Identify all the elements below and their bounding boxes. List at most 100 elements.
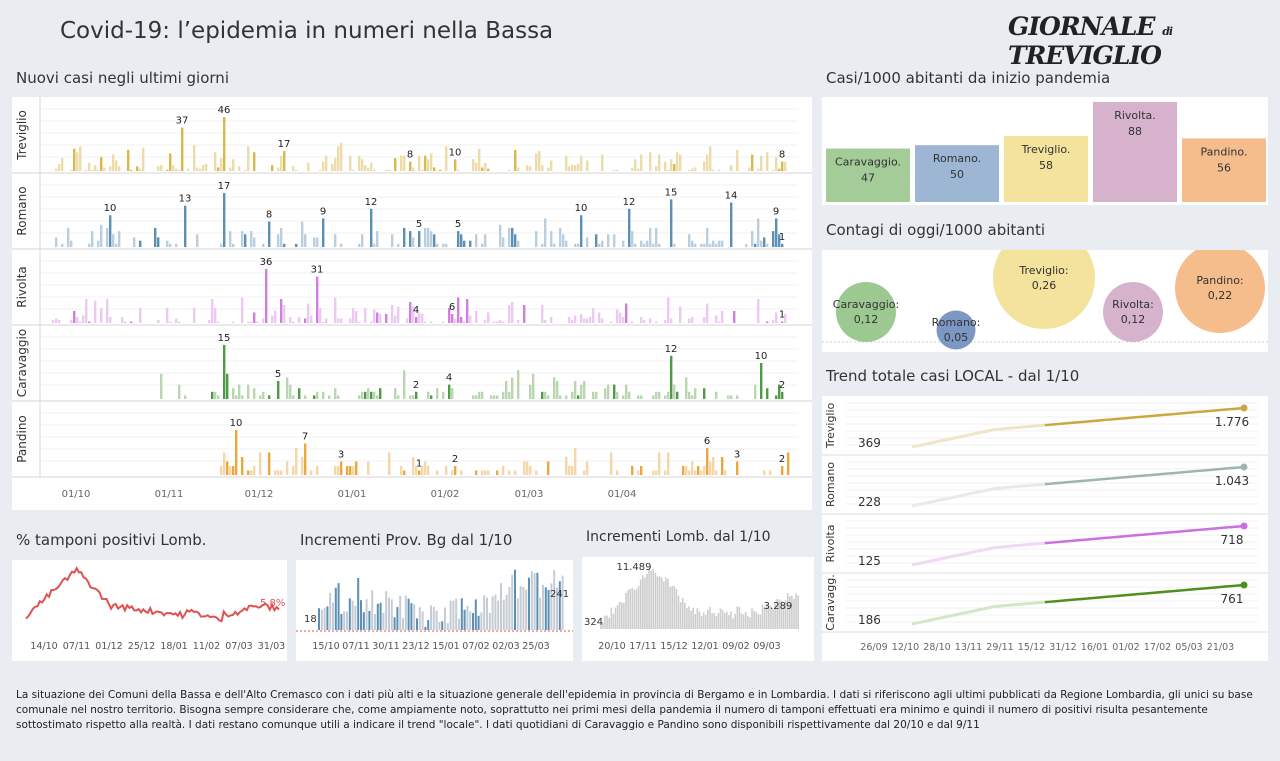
bar <box>523 461 526 475</box>
bar <box>109 215 112 247</box>
bar <box>577 243 580 247</box>
bar <box>451 314 454 323</box>
bar <box>644 577 646 629</box>
bar <box>496 321 499 323</box>
bar <box>550 583 553 630</box>
bar <box>490 395 493 399</box>
bar <box>421 314 424 323</box>
bar <box>748 167 751 171</box>
bar <box>304 318 307 323</box>
row-label: Rivolta <box>15 266 29 308</box>
bar <box>484 320 487 323</box>
bar <box>385 169 388 171</box>
bar <box>229 466 232 475</box>
bar <box>718 169 721 171</box>
bar <box>650 570 652 629</box>
bar <box>469 315 472 323</box>
bar <box>772 169 775 171</box>
bar <box>640 466 643 475</box>
bar <box>601 318 604 323</box>
bar <box>106 299 109 323</box>
newspaper-logo: GIORNALE di TREVIGLIO <box>1008 12 1173 70</box>
bar-value-label: 10 <box>575 203 588 214</box>
bar <box>436 243 439 247</box>
bar <box>373 169 376 171</box>
bar-value-label: 37 <box>176 116 189 127</box>
bar <box>370 208 373 247</box>
x-tick-label: 01/01 <box>338 489 367 500</box>
bar <box>691 395 694 399</box>
bar <box>660 577 663 629</box>
bar <box>721 610 724 629</box>
bar <box>763 606 766 629</box>
bar <box>793 598 795 629</box>
bar <box>160 373 163 399</box>
bar <box>364 308 367 323</box>
bubble-value-label: 0,26 <box>1032 279 1057 292</box>
bg-title: Incrementi Prov. Bg dal 1/10 <box>300 531 513 549</box>
bar <box>139 308 142 323</box>
bar <box>436 470 439 475</box>
bar <box>586 318 589 323</box>
bar <box>379 602 382 630</box>
bar <box>214 391 217 399</box>
bar <box>400 466 403 475</box>
bar <box>371 590 374 630</box>
bar <box>352 466 355 475</box>
bar <box>690 610 692 629</box>
bar <box>478 391 481 399</box>
bar-value-label: 7 <box>302 432 308 443</box>
bar <box>397 395 400 399</box>
bar <box>94 300 97 323</box>
bar <box>652 395 655 399</box>
bar <box>565 457 568 475</box>
bar <box>730 611 732 629</box>
bar <box>133 237 136 247</box>
bar <box>352 169 355 171</box>
bar <box>663 581 665 629</box>
bar <box>709 243 712 247</box>
bar <box>538 151 541 171</box>
bar <box>446 623 449 630</box>
x-tick-label: 05/03 <box>1175 642 1202 653</box>
bar <box>784 600 787 629</box>
bar <box>550 317 553 323</box>
bar <box>85 169 88 171</box>
bar <box>631 321 634 323</box>
bar <box>700 615 703 629</box>
bar <box>616 169 619 171</box>
bar <box>109 317 112 323</box>
bar <box>688 391 691 399</box>
bar <box>121 317 124 323</box>
bar <box>286 461 289 475</box>
bar-value-label: 9 <box>320 206 326 217</box>
bar <box>715 615 718 629</box>
bar <box>181 127 184 171</box>
bar <box>418 470 421 475</box>
bar <box>469 611 472 630</box>
bar <box>442 321 445 323</box>
bar <box>196 167 199 171</box>
bar <box>654 572 657 629</box>
bar <box>412 457 415 475</box>
row-label: Pandino <box>15 415 29 463</box>
bar <box>719 608 722 629</box>
per1000-chart: Caravaggio. 47 Romano. 50 Treviglio. 58 Rivolt… <box>822 97 1268 205</box>
end-point <box>1240 404 1248 412</box>
bar <box>483 595 486 630</box>
bar-value-label: 58 <box>1039 159 1053 172</box>
bar <box>97 240 100 247</box>
bar <box>580 155 583 171</box>
bar-value-label: 8 <box>407 150 413 161</box>
end-value-label: 761 <box>1221 592 1244 606</box>
bar <box>340 243 343 247</box>
bar <box>329 592 332 630</box>
bar <box>298 317 301 323</box>
bar <box>319 169 322 171</box>
bar <box>379 314 382 323</box>
bar <box>393 617 396 630</box>
bar <box>292 321 295 323</box>
bar <box>508 470 511 475</box>
bar <box>316 276 319 323</box>
bar <box>451 470 454 475</box>
